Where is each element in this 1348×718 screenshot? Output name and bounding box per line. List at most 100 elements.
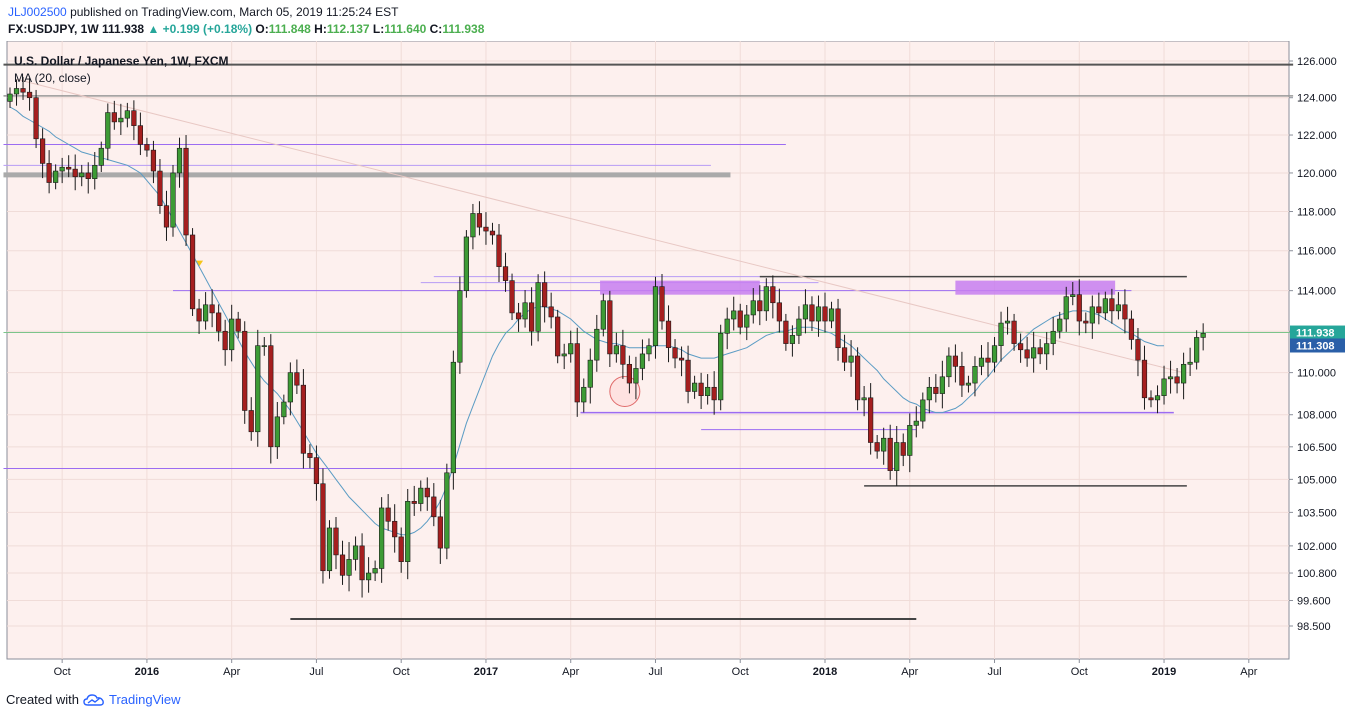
candle-body [1194, 337, 1200, 363]
candle-body [255, 345, 261, 433]
candle-body [268, 345, 274, 448]
candle-body [183, 147, 189, 236]
candle-body [939, 376, 945, 394]
candle-body [39, 138, 46, 164]
time-tick-label: Jul [987, 666, 1001, 678]
footer: Created with TradingView [6, 692, 181, 707]
candle-body [105, 112, 111, 149]
time-axis[interactable]: Oct 2016 Apr Jul Oct 2017 Apr Jul Oct 2018 Apr Jul O… [54, 659, 1258, 678]
price-tick-label: 120.000 [1297, 168, 1337, 180]
candle-body [248, 410, 254, 433]
candle-body [991, 345, 998, 363]
candle-body [731, 310, 737, 320]
candle-body [235, 318, 241, 332]
candle-body [907, 425, 913, 456]
time-tick-label: Jul [309, 666, 323, 678]
candle-body [750, 300, 756, 316]
price-axis[interactable]: 126.000 124.000 122.000 120.000 118.000 116.0… [1289, 56, 1345, 633]
candle-body [770, 286, 776, 304]
candle-body [7, 93, 13, 102]
candle-body [372, 568, 378, 574]
candle-body [555, 316, 561, 357]
candle-body [1148, 397, 1154, 401]
candle-body [1174, 376, 1180, 384]
candle-body [189, 234, 196, 310]
candle-body [763, 286, 769, 312]
candle-body [1063, 296, 1069, 320]
candle-body [776, 302, 782, 322]
candle-body [672, 347, 678, 359]
candle-body [868, 397, 874, 443]
author-link[interactable]: JLJ002500 [8, 5, 67, 19]
candle-body [841, 347, 848, 363]
candle-body [313, 457, 320, 485]
candle-body [646, 345, 652, 355]
candle-body [26, 91, 33, 99]
candle-body [1083, 320, 1089, 324]
highlight-circle [609, 375, 641, 407]
candle-body [1024, 349, 1030, 359]
price-tick-label: 100.800 [1297, 568, 1337, 580]
candle-body [1115, 304, 1121, 312]
candle-body [1031, 347, 1037, 359]
time-tick-label: Oct [54, 666, 71, 678]
candle-body [418, 487, 424, 504]
candle-body [913, 420, 919, 426]
candle-body [1109, 298, 1115, 312]
price-chart[interactable]: 126.000 124.000 122.000 120.000 118.000 116.0… [0, 41, 1348, 685]
candle-body [176, 147, 183, 174]
candle-body [124, 110, 130, 119]
candle-body [170, 172, 176, 228]
candle-body [242, 330, 248, 411]
candle-body [502, 266, 509, 281]
candle-body [1011, 320, 1017, 344]
candle-body [1096, 306, 1102, 314]
candle-body [476, 213, 483, 228]
up-arrow-icon: ▲ [147, 22, 160, 36]
candle-body [92, 165, 98, 179]
candle-body [98, 147, 104, 166]
candle-body [1076, 294, 1082, 322]
candle-body [881, 437, 887, 452]
price-tick-label: 122.000 [1297, 130, 1337, 142]
price-label-box [1290, 338, 1345, 353]
candle-body [854, 355, 861, 401]
time-tick-label: 2018 [813, 666, 837, 678]
candle-body [1122, 304, 1128, 320]
symbol-info: FX:USDJPY, 1W 111.938 ▲ +0.199 (+0.18%) … [8, 22, 484, 36]
candle-body [287, 372, 293, 403]
candle-body [111, 112, 117, 123]
candles [7, 76, 1206, 598]
legend-indicator: MA (20, close) [14, 71, 91, 85]
candle-body [333, 527, 339, 556]
candle-body [150, 149, 157, 172]
candle-body [307, 452, 313, 458]
candle-body [274, 416, 280, 448]
ma-20-line [9, 106, 1164, 536]
candle-body [489, 230, 496, 236]
candle-body [229, 318, 235, 351]
candle-body [561, 353, 567, 357]
low-value: 111.640 [384, 22, 427, 36]
candle-body [118, 117, 124, 123]
time-tick-label: Oct [393, 666, 410, 678]
candle-body [392, 520, 398, 538]
candle-body [789, 335, 795, 344]
last-price: 111.938 [102, 22, 145, 36]
candle-body [737, 310, 743, 328]
price-label-text: 111.308 [1296, 340, 1335, 352]
candle-body [1004, 320, 1011, 324]
time-tick-label: Oct [732, 666, 749, 678]
ma-line [9, 106, 1164, 536]
candle-body [346, 559, 352, 576]
time-tick-label: Oct [1071, 666, 1088, 678]
symbol-name: FX:USDJPY, 1W [8, 22, 99, 36]
candle-body [528, 302, 535, 332]
candle-body [1050, 330, 1056, 344]
time-tick-label: 2017 [474, 666, 498, 678]
time-tick-label: Apr [901, 666, 918, 678]
footer-brand-link[interactable]: TradingView [108, 692, 181, 707]
candle-body [724, 318, 730, 334]
candle-body [711, 386, 717, 401]
resistance-zone [955, 280, 1116, 295]
